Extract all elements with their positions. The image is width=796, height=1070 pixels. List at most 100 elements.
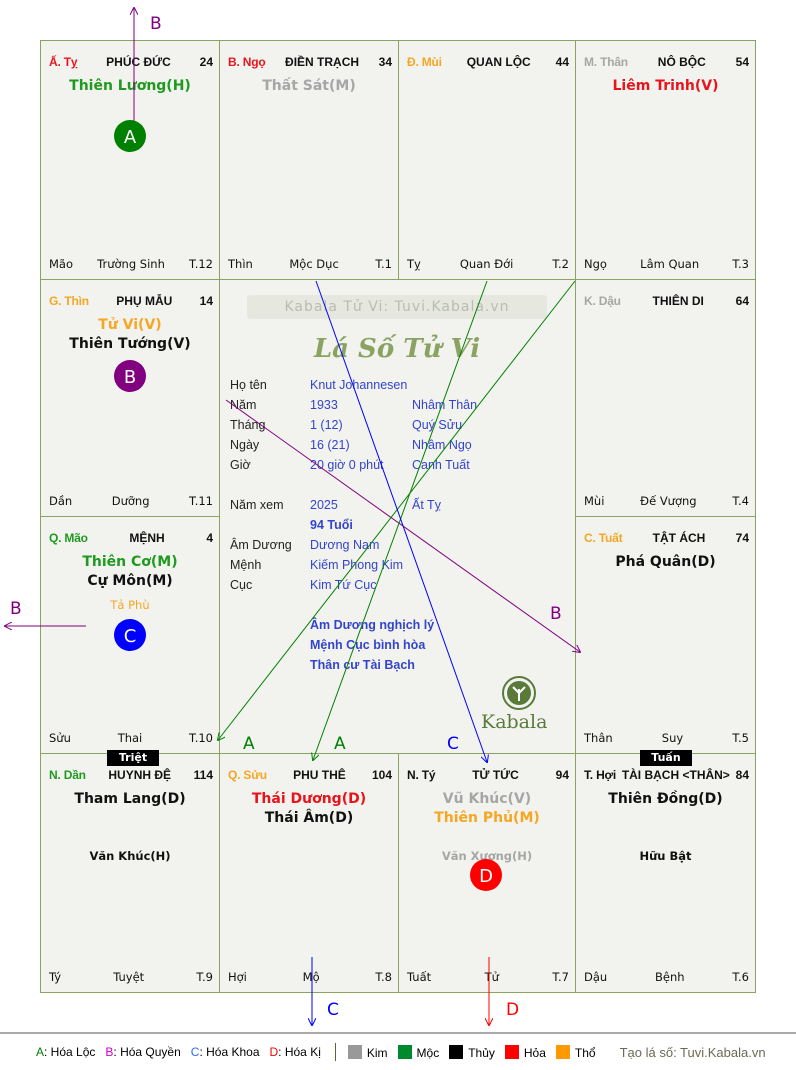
marker-c-circle — [114, 619, 146, 651]
major-star: Tham Lang(D) — [74, 791, 186, 807]
marker-b-circle — [114, 360, 146, 392]
month-label: T.7 — [552, 970, 569, 984]
arrow-label-b: B — [150, 14, 162, 34]
info-value: Kiếm Phong Kim — [310, 558, 404, 572]
watermark: Kabala Tử Vi: Tuvi.Kabala.vn — [247, 295, 547, 319]
major-star: Thiên Lương(H) — [69, 78, 191, 94]
month-label: T.5 — [732, 731, 749, 745]
info-label: Âm Dương — [230, 538, 292, 552]
info-label: Năm — [230, 398, 257, 412]
info-row: Năm xem 2025 Ất Tỵ — [219, 495, 575, 515]
info-value: Kim Tứ Cục — [310, 578, 377, 592]
arrow-label-b: B — [550, 604, 562, 624]
info-value: 94 Tuổi — [310, 518, 353, 532]
info-can-chi: Canh Tuất — [412, 458, 470, 472]
info-label: Mệnh — [230, 558, 262, 572]
major-star: Thiên Cơ(M) — [82, 554, 178, 570]
palace-name: NÔ BỘC — [657, 55, 706, 69]
minor-star: Văn Xương(H) — [441, 849, 533, 863]
palace-age: 84 — [735, 768, 749, 782]
palace-age: 74 — [735, 531, 749, 545]
arrow-label-a: A — [243, 734, 255, 754]
element-swatch-icon — [347, 1044, 362, 1059]
credit-text: Tạo lá số: Tuvi.Kabala.vn — [619, 1044, 766, 1060]
arrow-label-b: B — [10, 599, 22, 619]
palace-cell: Ấ. Tỵ PHÚC ĐỨC 24 Thiên Lương(H) Mão Trường S… — [40, 40, 220, 280]
heavenly-stem: K. Dậu — [584, 294, 621, 308]
info-note: Âm Dương nghịch lý — [310, 618, 435, 632]
center-info-panel: Kabala Tử Vi: Tuvi.Kabala.vn Lá Số Tử Vi… — [219, 279, 575, 753]
minor-star: Hữu Bật — [639, 849, 692, 863]
heavenly-stem: M. Thân — [584, 55, 628, 69]
arrow-label-a: A — [334, 734, 346, 754]
info-label: Giờ — [230, 458, 251, 472]
life-stage: Lâm Quan — [640, 257, 700, 271]
heavenly-stem: T. Hợi — [584, 768, 616, 782]
hoa-loc-lines — [218, 280, 576, 760]
legend-element-item: Thủy — [449, 1044, 495, 1060]
info-label: Năm xem — [230, 498, 284, 512]
earthly-branch: Mão — [49, 257, 74, 271]
palace-name: PHỤ MẪU — [116, 294, 173, 308]
life-stage: Tuyệt — [113, 970, 145, 984]
info-can-chi: Quý Sửu — [412, 418, 463, 432]
heavenly-stem: Đ. Mùi — [407, 55, 442, 69]
life-stage: Dưỡng — [111, 494, 150, 508]
palace-name: PHÚC ĐỨC — [106, 55, 171, 69]
palace-name: ĐIỀN TRẠCH — [285, 55, 360, 69]
major-star: Thái Dương(D) — [251, 791, 367, 807]
palace-name: THIÊN DI — [652, 294, 704, 308]
palace-name: TẬT ÁCH — [652, 531, 706, 545]
major-star: Tử Vi(V) — [98, 317, 162, 333]
month-label: T.8 — [375, 970, 392, 984]
earthly-branch: Tỵ — [407, 257, 421, 271]
life-stage: Bệnh — [655, 970, 685, 984]
legend-hoa-item: A: Hóa Lộc — [36, 1045, 96, 1059]
life-stage: Quan Đới — [459, 257, 514, 271]
palace-age: 114 — [193, 768, 213, 782]
tuan-badge: Tuấn — [640, 750, 692, 766]
info-row: Họ tên Knut Johannesen — [219, 375, 575, 395]
major-star: Liêm Trinh(V) — [612, 78, 719, 94]
heavenly-stem: Q. Sửu — [228, 768, 267, 782]
marker-a-label: A — [124, 127, 137, 148]
arrow-label-d: D — [506, 1000, 519, 1020]
major-star: Cự Môn(M) — [87, 573, 173, 589]
palace-cell: N. Dần HUYNH ĐỆ 114 Tham Lang(D) Văn Khúc(H)… — [40, 753, 220, 993]
hoa-quyen-lines — [5, 8, 580, 652]
triet-badge: Triệt — [107, 750, 159, 766]
palace-age: 94 — [555, 768, 569, 782]
legend-hoa-item: B: Hóa Quyền — [105, 1045, 181, 1059]
life-stage: Đế Vượng — [640, 494, 697, 508]
info-value: 1 (12) — [310, 418, 343, 432]
info-label: Ngày — [230, 438, 260, 452]
earthly-branch: Tuất — [407, 970, 432, 984]
life-stage: Suy — [661, 731, 684, 745]
info-value: 2025 — [310, 498, 338, 512]
palace-name: QUAN LỘC — [466, 55, 531, 69]
palace-age: 34 — [378, 55, 392, 69]
palace-name: HUYNH ĐỆ — [108, 768, 172, 782]
major-star: Thiên Phủ(M) — [434, 810, 540, 826]
legend-element-item: Hỏa — [504, 1044, 546, 1060]
marker-b-label: B — [124, 367, 136, 388]
heavenly-stem: B. Ngọ — [228, 55, 266, 69]
earthly-branch: Dậu — [584, 970, 608, 984]
major-star: Thái Âm(D) — [264, 810, 354, 826]
palace-cell: N. Tý TỬ TỨC 94 Vũ Khúc(V) Thiên Phủ(M) Văn X… — [398, 753, 576, 993]
earthly-branch: Thân — [584, 731, 613, 745]
arrow-label-c: C — [447, 734, 459, 754]
month-label: T.2 — [552, 257, 569, 271]
palace-cell: Q. Sửu PHU THÊ 104 Thái Dương(D) Thái Âm(D) H… — [219, 753, 399, 993]
palace-name: PHU THÊ — [293, 768, 346, 782]
earthly-branch: Tý — [49, 970, 62, 984]
info-label: Cục — [230, 578, 253, 592]
earthly-branch: Mùi — [584, 494, 605, 508]
month-label: T.6 — [732, 970, 749, 984]
element-swatch-icon — [504, 1044, 519, 1059]
info-value: Dương Nam — [310, 538, 380, 552]
element-swatch-icon — [555, 1044, 570, 1059]
month-label: T.10 — [189, 731, 213, 745]
palace-age: 4 — [206, 531, 213, 545]
month-label: T.11 — [189, 494, 213, 508]
